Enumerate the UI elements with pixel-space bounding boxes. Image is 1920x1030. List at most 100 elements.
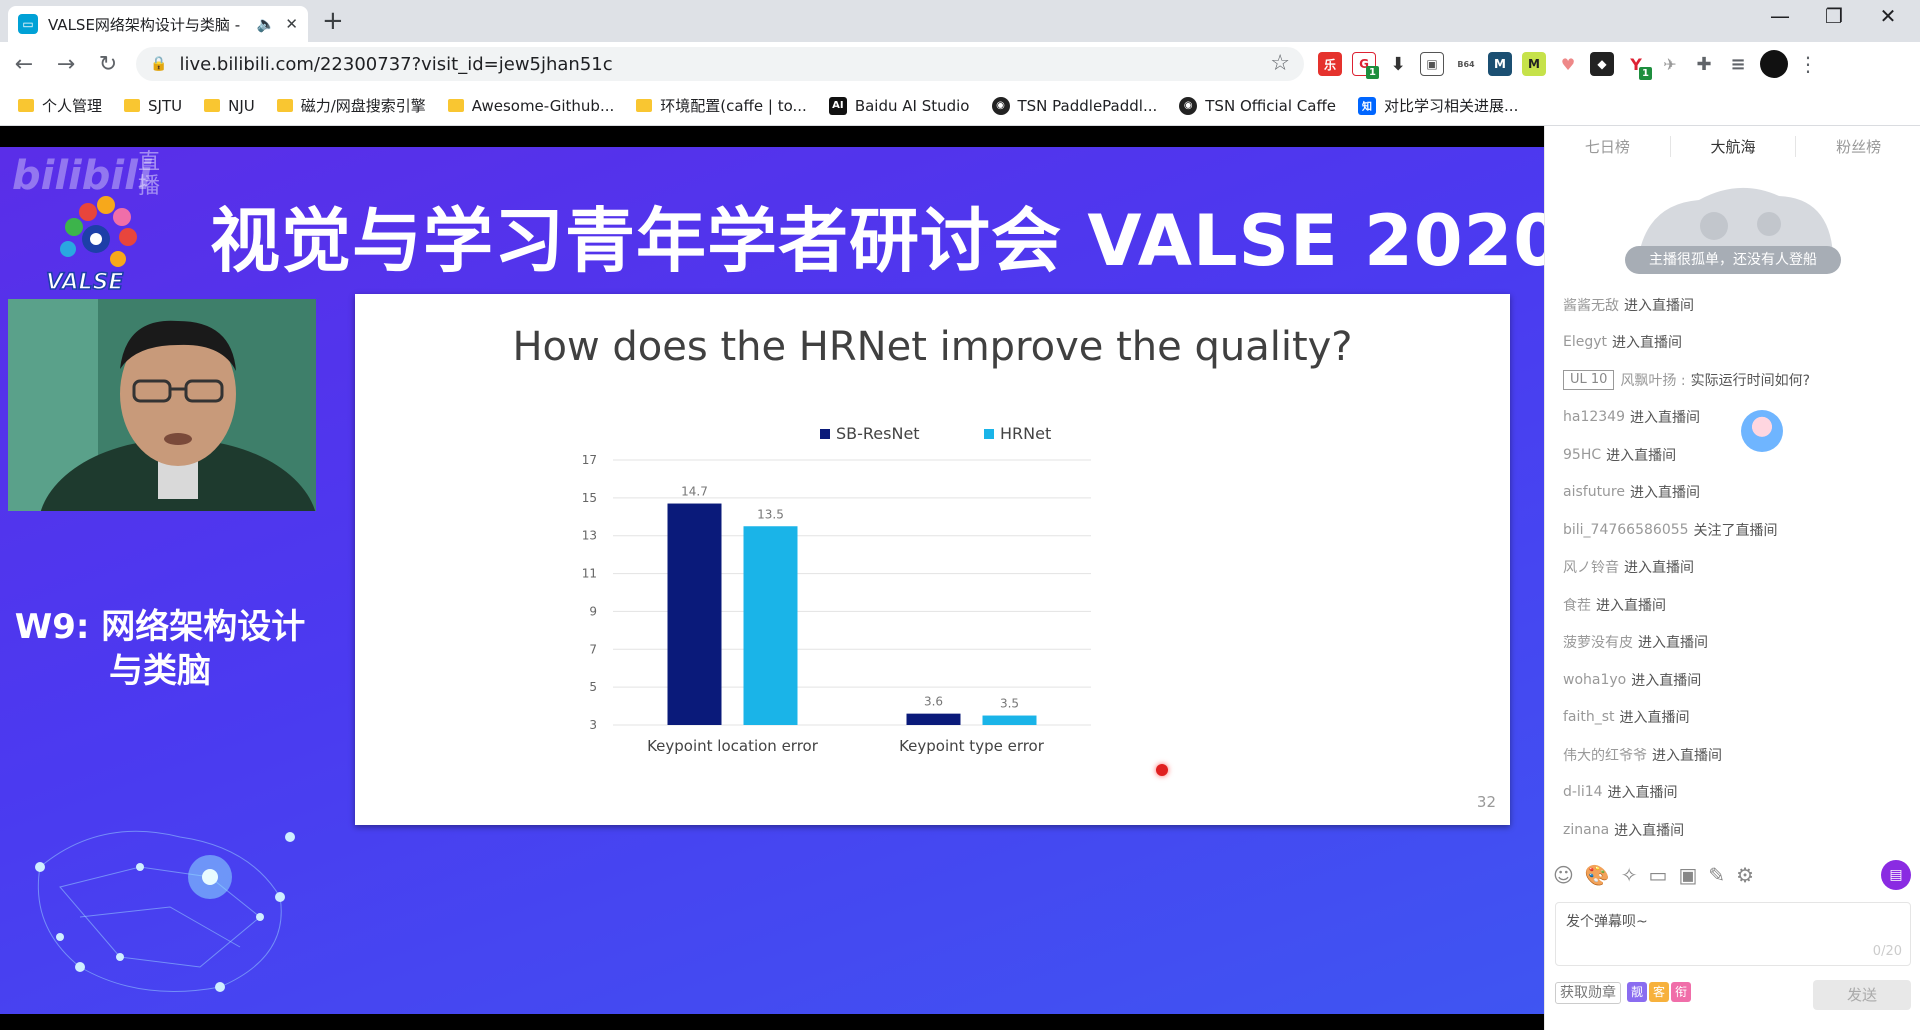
more-menu-icon[interactable]: ⋮ — [1798, 52, 1818, 76]
profile-avatar[interactable] — [1760, 50, 1788, 78]
data-label: 14.7 — [681, 485, 708, 499]
folder-icon — [124, 99, 141, 112]
bookmark-label: SJTU — [148, 96, 183, 115]
bookmark-item[interactable]: NJU — [204, 97, 255, 115]
chat-username[interactable]: zinana — [1563, 821, 1610, 838]
bookmark-star-icon[interactable]: ☆ — [1270, 51, 1290, 76]
banner-title: 视觉与学习青年学者研讨会 VALSE 2020 — [210, 200, 1544, 282]
bookmark-item[interactable]: AI Baidu AI Studio — [828, 96, 970, 115]
slide-page-number: 32 — [1476, 793, 1496, 811]
url-text[interactable]: live.bilibili.com/22300737?visit_id=jew5… — [179, 53, 613, 75]
lock-icon[interactable]: 🔒 — [150, 56, 168, 72]
chat-message: 食茬 进入直播间 — [1563, 586, 1903, 624]
chat-username[interactable]: 酱酱无敌 — [1563, 297, 1619, 314]
chat-username[interactable]: Elegyt — [1563, 334, 1608, 351]
bookmark-item[interactable]: 个人管理 — [18, 95, 102, 116]
close-icon[interactable]: ✕ — [285, 15, 298, 33]
bookmark-item[interactable]: SJTU — [124, 97, 182, 115]
chat-username[interactable]: 风ノ铃音 — [1563, 560, 1619, 577]
chat-username[interactable]: woha1yo — [1563, 671, 1627, 688]
danmaku-char-count: 0/20 — [1872, 944, 1902, 959]
chat-text: 进入直播间 — [1630, 410, 1700, 427]
bookmark-item[interactable]: Awesome-Github... — [447, 97, 614, 115]
bar — [667, 503, 722, 725]
edit-icon[interactable]: ✎ — [1708, 863, 1726, 887]
window-close-button[interactable]: ✕ — [1879, 4, 1897, 28]
live-video-player[interactable]: bilibili 直播 VALSE 视觉与学习青年学者研讨会 VALSE 202… — [0, 126, 1544, 1030]
mode-icon[interactable]: ▭ — [1648, 863, 1668, 887]
gift-icon[interactable]: ✧ — [1620, 863, 1638, 887]
bookmark-item[interactable]: ◉ TSN Official Caffe — [1179, 96, 1336, 115]
y-tick-label: 7 — [589, 642, 597, 656]
address-bar[interactable]: 🔒 live.bilibili.com/22300737?visit_id=je… — [136, 47, 1304, 81]
badge-icon[interactable]: 靓 — [1627, 982, 1647, 1002]
chat-username[interactable]: faith_st — [1563, 709, 1615, 726]
chat-text: 进入直播间 — [1624, 560, 1694, 577]
bar — [906, 713, 961, 725]
data-label: 3.6 — [924, 695, 943, 709]
extension-icon[interactable]: B64 — [1454, 52, 1478, 76]
reload-icon[interactable]: ↻ — [98, 51, 118, 77]
send-button[interactable]: 发送 — [1813, 980, 1911, 1010]
y-tick-label: 9 — [589, 604, 597, 618]
palette-icon[interactable]: 🎨 — [1584, 863, 1610, 887]
chat-username[interactable]: 风飘叶扬 : — [1620, 372, 1686, 389]
extension-icon[interactable]: ◆ — [1590, 52, 1614, 76]
chat-username[interactable]: 食茬 — [1563, 597, 1591, 614]
chat-username[interactable]: 95HC — [1563, 446, 1602, 463]
settings-icon[interactable]: ⚙ — [1736, 863, 1755, 887]
bilibili-watermark: bilibili — [12, 153, 152, 199]
back-arrow-icon[interactable]: ← — [14, 51, 34, 77]
screen-icon[interactable]: ▣ — [1678, 863, 1698, 887]
restore-button[interactable]: ❐ — [1825, 4, 1843, 28]
puzzle-icon[interactable]: ✚ — [1692, 52, 1716, 76]
chat-text: 进入直播间 — [1614, 822, 1685, 839]
extension-icon[interactable]: 乐 — [1318, 52, 1342, 76]
chat-toolbar: ☺ 🎨 ✧ ▭ ▣ ✎ ⚙ — [1553, 860, 1913, 890]
bookmark-label: NJU — [228, 96, 255, 115]
reading-list-icon[interactable]: ≡ — [1726, 52, 1750, 76]
folder-icon — [276, 99, 293, 112]
speaker-icon[interactable]: 🔈 — [256, 15, 276, 33]
chat-username[interactable]: aisfuture — [1563, 484, 1625, 501]
tab-guard-rank[interactable]: 大航海 — [1671, 135, 1797, 157]
bookmark-item[interactable]: ◉ TSN PaddlePaddl... — [991, 96, 1158, 115]
get-medal-button[interactable]: 获取勋章 — [1555, 982, 1621, 1004]
user-level-badge: UL 10 — [1563, 369, 1615, 390]
chat-username[interactable]: bili_74766586055 — [1563, 521, 1689, 538]
download-icon[interactable]: ⬇ — [1386, 52, 1410, 76]
github-icon: ◉ — [991, 96, 1010, 115]
mascot-avatar[interactable] — [1741, 410, 1783, 452]
browser-tab[interactable]: ▭ VALSE网络架构设计与类脑 - 🔈 ✕ — [8, 6, 308, 42]
bookmark-item[interactable]: 环境配置(caffe | to... — [636, 95, 807, 116]
extension-icon[interactable]: ✈ — [1658, 52, 1682, 76]
bookmark-item[interactable]: 知对比学习相关进展... — [1358, 95, 1518, 116]
chat-bubble-icon[interactable]: ▤ — [1881, 860, 1911, 890]
chat-username[interactable]: d-li14 — [1563, 784, 1603, 801]
folder-icon — [447, 99, 464, 112]
chat-username[interactable]: 菠萝没有皮 — [1563, 635, 1633, 652]
tab-seven-day-rank[interactable]: 七日榜 — [1545, 135, 1671, 157]
extension-icon[interactable]: M — [1488, 52, 1512, 76]
badge-icon[interactable]: 衔 — [1671, 982, 1691, 1002]
chat-username[interactable]: 伟大的红爷爷 — [1563, 747, 1647, 764]
bookmark-label: Baidu AI Studio — [854, 96, 970, 115]
chat-username[interactable]: ha12349 — [1563, 409, 1625, 426]
danmaku-input[interactable]: 发个弹幕呗~ 0/20 — [1555, 902, 1911, 966]
tab-fan-rank[interactable]: 粉丝榜 — [1836, 137, 1882, 156]
bookmark-label: TSN PaddlePaddl... — [1017, 96, 1158, 115]
chat-message: 菠萝没有皮 进入直播间 — [1563, 624, 1903, 662]
extension-icon[interactable]: M — [1522, 52, 1546, 76]
bookmark-item[interactable]: 磁力/网盘搜索引擎 — [276, 95, 426, 116]
presentation-slide: How does the HRNet improve the quality? … — [355, 294, 1510, 825]
folder-icon — [636, 99, 653, 112]
forward-arrow-icon[interactable]: → — [56, 51, 76, 77]
new-tab-button[interactable]: + — [322, 6, 344, 36]
extension-icon[interactable]: ▣ — [1420, 52, 1444, 76]
minimize-button[interactable]: — — [1770, 4, 1790, 28]
emoji-icon[interactable]: ☺ — [1553, 863, 1574, 887]
extension-icon[interactable]: ♥ — [1556, 52, 1580, 76]
badge-icon[interactable]: 客 — [1649, 982, 1669, 1002]
